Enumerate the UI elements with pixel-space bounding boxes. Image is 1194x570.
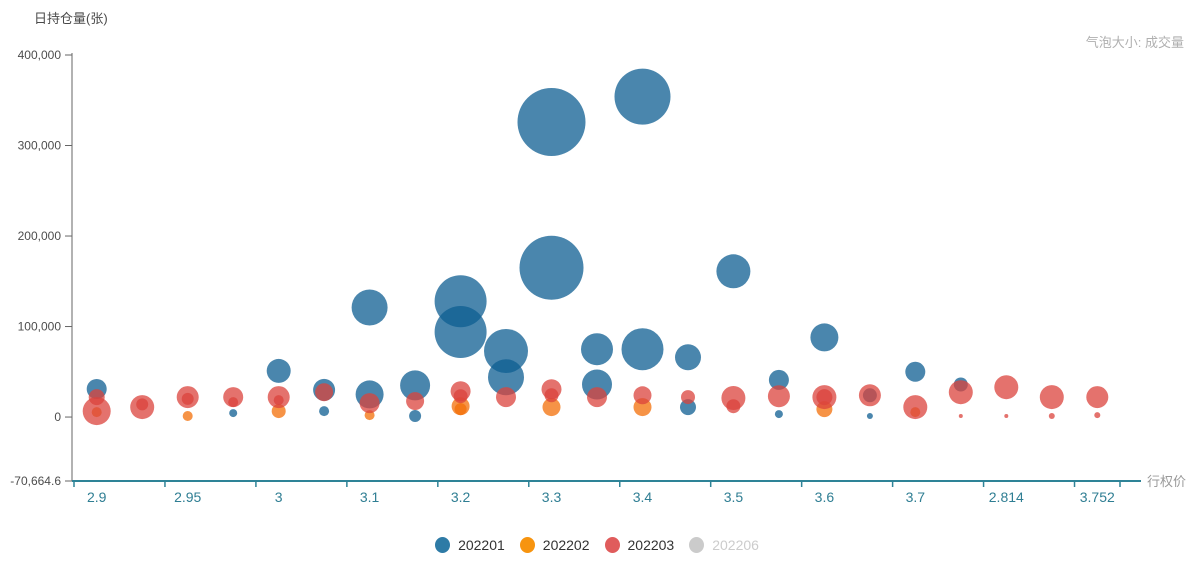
- bubble-202202[interactable]: [271, 404, 286, 419]
- bubble-202201[interactable]: [716, 254, 751, 289]
- bubble-202201[interactable]: [229, 409, 238, 418]
- bubble-202203[interactable]: [496, 387, 516, 408]
- bubble-202203[interactable]: [136, 398, 149, 411]
- bubble-202201[interactable]: [351, 289, 388, 326]
- x-tick-label: 2.814: [989, 489, 1024, 505]
- bubble-202201[interactable]: [519, 235, 584, 300]
- bubble-202203[interactable]: [903, 395, 928, 420]
- bubble-202201[interactable]: [400, 370, 431, 401]
- bubble-202201[interactable]: [517, 88, 586, 156]
- bubble-202203[interactable]: [1048, 413, 1055, 419]
- y-tick-label: 400,000: [18, 48, 62, 62]
- bubble-202203[interactable]: [858, 384, 881, 407]
- x-tick-label: 3.2: [451, 489, 471, 505]
- bubble-202203[interactable]: [681, 390, 695, 405]
- bubble-202203[interactable]: [958, 414, 963, 418]
- y-tick-label: 100,000: [18, 320, 62, 334]
- legend-item-202201[interactable]: 202201: [435, 537, 505, 553]
- x-axis-title: 行权价: [1147, 474, 1187, 489]
- y-axis-title: 日持仓量(张): [34, 11, 108, 26]
- bubble-202203[interactable]: [726, 399, 741, 414]
- bubble-202203[interactable]: [453, 389, 468, 404]
- bubble-202203[interactable]: [181, 392, 194, 405]
- bubble-202201[interactable]: [488, 359, 524, 396]
- x-tick-label: 3.4: [633, 489, 653, 505]
- bubble-202202[interactable]: [454, 403, 467, 416]
- bubble-202201[interactable]: [581, 333, 613, 366]
- bubble-202202[interactable]: [182, 411, 193, 421]
- x-tick-label: 3.5: [724, 489, 744, 505]
- bubble-202203[interactable]: [315, 383, 334, 402]
- y-tick-label: 300,000: [18, 139, 62, 153]
- legend-label: 202202: [542, 537, 590, 553]
- legend-label: 202206: [712, 537, 759, 553]
- bubble-202201[interactable]: [319, 406, 330, 417]
- plot-area: 400,000 300,000 200,000 100,000 0 -70,664.6 2.…: [10, 48, 1141, 505]
- x-tick-label: 2.9: [87, 489, 107, 505]
- bubble-202203[interactable]: [228, 397, 239, 408]
- x-tick-label: 2.95: [174, 489, 201, 505]
- bubble-202201[interactable]: [484, 329, 528, 373]
- legend-dot-icon: [604, 537, 620, 553]
- bubble-202201[interactable]: [614, 68, 671, 125]
- bubble-202201[interactable]: [409, 410, 422, 422]
- x-tick-label: 3.1: [360, 489, 380, 505]
- bubble-202203[interactable]: [633, 386, 652, 405]
- bubble-202201[interactable]: [866, 413, 873, 419]
- legend-label: 202201: [458, 537, 505, 553]
- y-tick-label: 200,000: [18, 229, 62, 243]
- bubble-202203[interactable]: [406, 392, 425, 411]
- bubble-202203[interactable]: [948, 380, 973, 405]
- legend-dot-icon: [689, 537, 705, 553]
- bubble-202203[interactable]: [273, 395, 284, 406]
- bubble-202202[interactable]: [542, 398, 561, 417]
- legend-label: 202203: [627, 537, 675, 553]
- legend-item-202203[interactable]: 202203: [604, 537, 675, 553]
- bubble-202203[interactable]: [1086, 386, 1109, 409]
- bubble-202203[interactable]: [1004, 414, 1009, 418]
- bubble-202201[interactable]: [266, 358, 291, 383]
- bubble-202201[interactable]: [680, 399, 696, 416]
- bubble-202201[interactable]: [810, 323, 839, 352]
- bubble-202201[interactable]: [774, 410, 783, 419]
- y-tick-label: -70,664.6: [10, 474, 61, 488]
- legend-item-202202[interactable]: 202202: [519, 537, 590, 553]
- bubble-202203[interactable]: [359, 393, 380, 414]
- bubble-202201[interactable]: [434, 306, 487, 358]
- bubble-202201[interactable]: [675, 344, 701, 371]
- x-tick-label: 3.3: [542, 489, 562, 505]
- x-tick-label: 3.6: [815, 489, 835, 505]
- legend-dot-icon: [435, 537, 451, 553]
- bubble-202203[interactable]: [994, 375, 1019, 400]
- bubble-202201[interactable]: [905, 361, 926, 382]
- bubble-size-hint: 气泡大小: 成交量: [1085, 35, 1184, 50]
- bubble-202203[interactable]: [1094, 412, 1101, 419]
- bubble-202203[interactable]: [587, 387, 607, 408]
- bubble-202203[interactable]: [1039, 385, 1064, 410]
- legend-item-202206[interactable]: 202206: [689, 537, 759, 553]
- legend: 202201 202202 202203 202206: [0, 537, 1194, 553]
- bubble-202203[interactable]: [767, 385, 790, 408]
- x-tick-label: 3.752: [1080, 489, 1115, 505]
- y-tick-label: 0: [54, 410, 61, 424]
- bubble-202201[interactable]: [768, 369, 789, 390]
- legend-dot-icon: [519, 537, 535, 553]
- bubble-202203[interactable]: [816, 389, 833, 406]
- bubble-202201[interactable]: [621, 328, 664, 371]
- x-tick-label: 3: [275, 489, 283, 505]
- bubble-202203[interactable]: [544, 388, 559, 403]
- x-tick-label: 3.7: [906, 489, 926, 505]
- bubble-202203[interactable]: [82, 397, 111, 426]
